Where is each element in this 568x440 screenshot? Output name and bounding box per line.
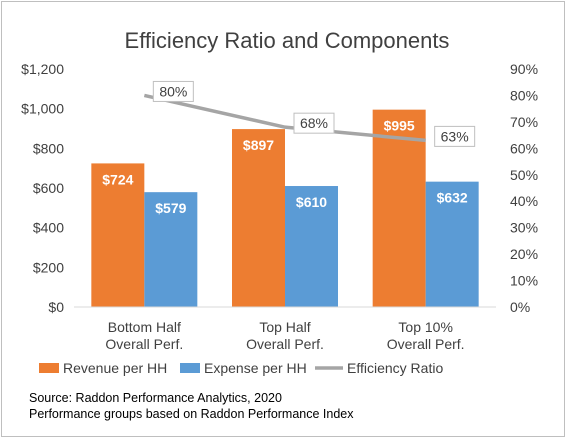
bar-expense-per-hh [144, 192, 198, 307]
methodology-note: Performance groups based on Raddon Perfo… [29, 407, 354, 421]
x-category-label: Bottom Half [108, 319, 181, 335]
y-left-tick-label: $1,000 [21, 101, 64, 117]
x-category-label: Overall Perf. [246, 336, 324, 352]
y-right-tick-label: 10% [510, 273, 538, 289]
y-left-tick-label: $400 [33, 220, 64, 236]
y-left-tick-label: $200 [33, 259, 64, 275]
y-right-tick-label: 50% [510, 167, 538, 183]
y-left-tick-label: $800 [33, 140, 64, 156]
y-right-tick-label: 20% [510, 246, 538, 262]
bar-data-label: $610 [296, 194, 327, 210]
y-right-tick-label: 80% [510, 87, 538, 103]
bar-revenue-per-hh [232, 129, 285, 307]
legend-label: Efficiency Ratio [347, 360, 443, 376]
line-data-label-box [293, 112, 335, 134]
legend-label: Revenue per HH [63, 360, 167, 376]
bar-data-label: $724 [102, 171, 133, 187]
y-right-tick-label: 0% [510, 299, 530, 315]
bar-revenue-per-hh [372, 109, 426, 308]
x-category-label: Top Half [259, 319, 310, 335]
line-data-label: 80% [159, 83, 187, 99]
bar-data-label: $632 [437, 190, 468, 206]
bar-expense-per-hh [285, 186, 338, 307]
y-left-tick-label: $600 [33, 180, 64, 196]
bar-data-label: $995 [384, 118, 415, 134]
y-right-tick-label: 90% [510, 61, 538, 77]
bar-expense-per-hh [425, 181, 479, 307]
x-category-label: Overall Perf. [387, 336, 465, 352]
y-right-tick-label: 70% [510, 114, 538, 130]
line-data-label-box [434, 125, 476, 147]
legend-label: Expense per HH [204, 360, 307, 376]
line-data-label: 63% [441, 128, 469, 144]
bar-data-label: $579 [155, 200, 186, 216]
x-category-label: Overall Perf. [105, 336, 183, 352]
y-left-tick-label: $1,200 [21, 61, 64, 77]
y-right-tick-label: 60% [510, 140, 538, 156]
chart-title: Efficiency Ratio and Components [125, 28, 450, 53]
x-category-label: Top 10% [398, 319, 452, 335]
line-data-label: 68% [300, 115, 328, 131]
y-left-tick-label: $0 [48, 299, 64, 315]
bar-revenue-per-hh [91, 163, 145, 307]
series-line-efficiency-ratio [143, 93, 426, 143]
y-right-tick-label: 30% [510, 220, 538, 236]
legend-swatch [180, 363, 200, 373]
line-data-label-box [152, 80, 194, 102]
y-right-tick-label: 40% [510, 193, 538, 209]
legend-swatch [39, 363, 59, 373]
bar-data-label: $897 [243, 137, 274, 153]
source-note: Source: Raddon Performance Analytics, 20… [29, 391, 282, 405]
